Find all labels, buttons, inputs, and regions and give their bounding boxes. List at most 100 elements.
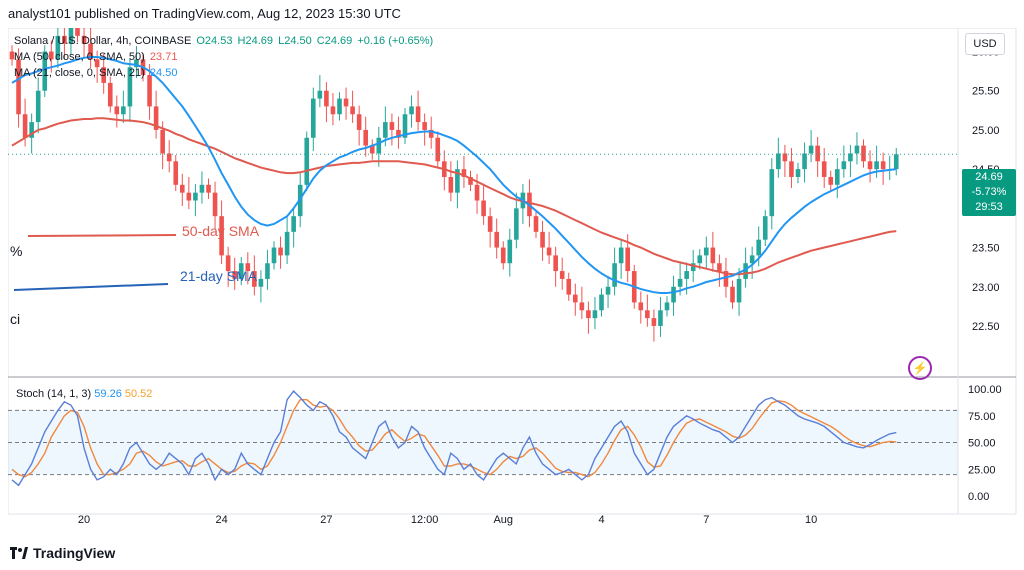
candle-body: [690, 263, 696, 272]
candle-body: [232, 271, 237, 279]
time-tick-label: 12:00: [411, 514, 439, 526]
candle-body: [422, 122, 427, 130]
candle-body: [625, 247, 630, 272]
candle-body: [507, 239, 513, 264]
candle-body: [160, 129, 165, 154]
time-tick-label: 7: [703, 514, 709, 526]
candle-body: [252, 271, 257, 287]
candle-body: [821, 161, 827, 177]
stoch-tick-label: 25.00: [968, 464, 996, 476]
candle-body: [62, 35, 67, 44]
candle-body: [206, 184, 211, 193]
ma21-label[interactable]: MA (21, close, 0, SMA, 21): [14, 67, 145, 79]
stoch-k-value: 59.26: [94, 388, 122, 400]
sma21-annotation: 21-day SMA: [180, 268, 258, 284]
stoch-tick-label: 50.00: [968, 438, 996, 450]
candle-body: [474, 184, 480, 201]
tradingview-logo-icon: [10, 547, 28, 559]
candle-body: [835, 169, 840, 185]
candle-body: [114, 106, 120, 115]
candle-body: [35, 90, 41, 123]
candle-body: [553, 255, 558, 272]
ma50-label[interactable]: MA (50, close, 0, SMA, 50): [14, 51, 145, 63]
publisher-header: analyst101 published on TradingView.com,…: [8, 6, 401, 21]
candle-body: [409, 106, 414, 115]
candle-body: [828, 176, 834, 185]
candle-body: [854, 145, 860, 154]
candle-body: [376, 137, 382, 154]
candle-body: [337, 98, 342, 115]
candle-body: [16, 59, 21, 115]
currency-button[interactable]: USD: [965, 33, 1005, 55]
candle-body: [258, 278, 264, 287]
symbol-row: Solana / U.S. Dollar, 4h, COINBASE O24.5…: [14, 33, 435, 49]
last-price-tag: 24.69 -5.73% 29:53: [962, 169, 1016, 216]
candle-body: [212, 192, 218, 217]
high-value: H24.69: [237, 35, 274, 47]
candle-body: [304, 137, 310, 185]
candle-body: [428, 129, 434, 138]
symbol-label[interactable]: Solana / U.S. Dollar, 4h, COINBASE: [14, 35, 192, 47]
time-tick-label: Aug: [493, 514, 513, 526]
sma50-annotation: 50-day SMA: [182, 223, 260, 239]
candle-body: [730, 286, 735, 303]
candle-body: [664, 302, 670, 311]
candle-body: [756, 239, 761, 256]
candle-body: [651, 318, 657, 326]
price-tick-label: 25.50: [972, 86, 1000, 98]
bar-countdown: 29:53: [975, 201, 1003, 213]
candle-body: [468, 176, 473, 185]
candle-body: [68, 28, 74, 44]
candle-body: [815, 145, 820, 162]
candle-body: [658, 310, 663, 326]
candle-body: [101, 67, 106, 83]
ma50-value: 23.71: [149, 51, 178, 63]
candle-body: [55, 35, 61, 60]
candle-body: [389, 122, 395, 130]
candle-body: [369, 145, 375, 154]
candle-body: [579, 302, 585, 311]
left-cut-text-2: ci: [10, 311, 21, 327]
close-value: C24.69: [316, 35, 353, 47]
candle-body: [88, 43, 93, 60]
candle-body: [193, 192, 198, 201]
candle-body: [127, 67, 133, 107]
candle-body: [514, 208, 519, 240]
stoch-tick-label: 100.00: [968, 384, 1002, 396]
time-tick-label: 20: [78, 514, 90, 526]
candle-body: [94, 59, 100, 68]
candle-body: [448, 176, 454, 193]
candle-body: [317, 90, 323, 99]
candle-body: [736, 278, 742, 303]
candle-body: [605, 286, 611, 295]
sma21-guide-line: [13, 283, 169, 291]
candle-body: [153, 106, 159, 130]
candle-body: [22, 114, 28, 138]
candle-body: [723, 271, 729, 287]
candle-body: [749, 255, 755, 264]
candle-body: [697, 255, 703, 264]
candle-body: [586, 310, 591, 319]
candle-body: [330, 106, 336, 115]
candle-body: [383, 122, 388, 138]
candle-body: [618, 247, 624, 264]
candle-body: [402, 114, 408, 138]
ma21-value: 24.50: [149, 67, 178, 79]
price-chart-svg[interactable]: 22.5023.0023.5024.0024.5025.0025.5026.00…: [8, 28, 1018, 536]
candle-body: [789, 161, 794, 177]
ma50-row: MA (50, close, 0, SMA, 50) 23.71: [14, 49, 435, 65]
candle-body: [533, 216, 539, 232]
candle-body: [291, 216, 296, 232]
candle-body: [42, 51, 48, 91]
candle-body: [356, 114, 362, 130]
candle-body: [278, 247, 283, 256]
candle-body: [540, 231, 545, 248]
time-tick-label: 27: [320, 514, 332, 526]
flash-icon[interactable]: ⚡: [908, 356, 932, 380]
stoch-label[interactable]: Stoch (14, 1, 3): [16, 388, 92, 400]
chart-area[interactable]: 22.5023.0023.5024.0024.5025.0025.5026.00…: [8, 28, 1018, 536]
candle-body: [671, 286, 676, 303]
candle-body: [782, 153, 788, 162]
candle-body: [795, 169, 801, 177]
candle-body: [867, 161, 873, 170]
